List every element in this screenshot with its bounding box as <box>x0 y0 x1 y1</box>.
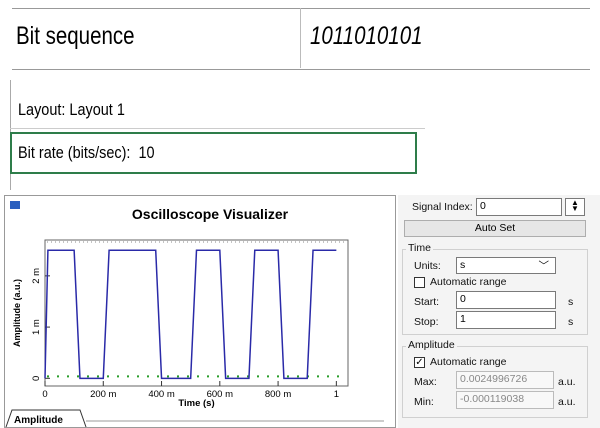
y-tick-label: 2 m <box>31 268 42 284</box>
start-input[interactable]: 0 <box>456 291 556 309</box>
start-unit: s <box>568 296 574 308</box>
min-input[interactable]: -0.000119038 <box>456 391 554 409</box>
label: Bit rate (bits/sec): <box>18 143 131 162</box>
stop-label: Stop: <box>414 316 439 328</box>
checkbox[interactable]: ✓ <box>414 357 425 368</box>
x-axis-label: Time (s) <box>178 398 214 409</box>
start-label: Start: <box>414 296 440 308</box>
checkbox-label: Automatic range <box>430 356 507 368</box>
x-tick-label: 200 m <box>90 389 116 400</box>
min-label: Min: <box>414 396 434 408</box>
x-tick-label: 1 <box>334 389 339 400</box>
value: 10 <box>138 143 155 162</box>
y-tick-label: 0 <box>31 376 42 381</box>
signal-index-label: Signal Index: <box>412 201 473 213</box>
amplitude-group-label: Amplitude <box>406 339 457 351</box>
units-label: Units: <box>414 260 441 272</box>
checkbox[interactable] <box>414 277 425 288</box>
stop-unit: s <box>568 316 574 328</box>
time-group-label: Time <box>406 242 433 254</box>
min-unit: a.u. <box>558 396 576 408</box>
cell-divider <box>300 8 301 68</box>
waveform <box>44 249 337 380</box>
amplitude-group <box>402 346 588 418</box>
units-value: s <box>460 259 466 271</box>
tab-label: Amplitude <box>14 415 63 426</box>
x-tick-label: 800 m <box>265 389 291 400</box>
bit-rate-field[interactable] <box>10 132 417 174</box>
time-group <box>402 249 588 335</box>
max-unit: a.u. <box>558 376 576 388</box>
x-tick-label: 600 m <box>207 389 233 400</box>
units-select[interactable]: s ﹀ <box>456 257 556 274</box>
x-tick-label: 400 m <box>148 389 174 400</box>
max-input[interactable]: 0.0024996726 <box>456 371 554 389</box>
table-row <box>12 8 590 70</box>
separator <box>10 128 425 129</box>
y-axis-label: Amplitude (a.u.) <box>12 279 22 347</box>
signal-index-input[interactable]: 0 <box>476 198 562 216</box>
max-label: Max: <box>414 376 437 388</box>
auto-set-button[interactable]: Auto Set <box>404 220 586 237</box>
x-tick-label: 0 <box>42 389 47 400</box>
layout-label: Layout: Layout 1 <box>18 100 125 119</box>
spinner[interactable]: ▲ ▼ <box>565 198 585 216</box>
cell-value: 1011010101 <box>310 22 423 50</box>
window-title: Oscilloscope Visualizer <box>132 206 289 222</box>
oscilloscope-window: Oscilloscope Visualizer Amplitude 0 200 m… <box>4 195 396 428</box>
cell-label: Bit sequence <box>16 22 135 50</box>
dropdown-arrow: ﹀ <box>538 260 550 272</box>
stop-input[interactable]: 1 <box>456 311 556 329</box>
checkbox-label: Automatic range <box>430 276 507 288</box>
y-tick-label: 1 m <box>31 319 42 335</box>
window-icon <box>10 201 20 209</box>
bit-rate-label: Bit rate (bits/sec): 10 <box>18 143 155 163</box>
tab[interactable] <box>5 409 87 428</box>
